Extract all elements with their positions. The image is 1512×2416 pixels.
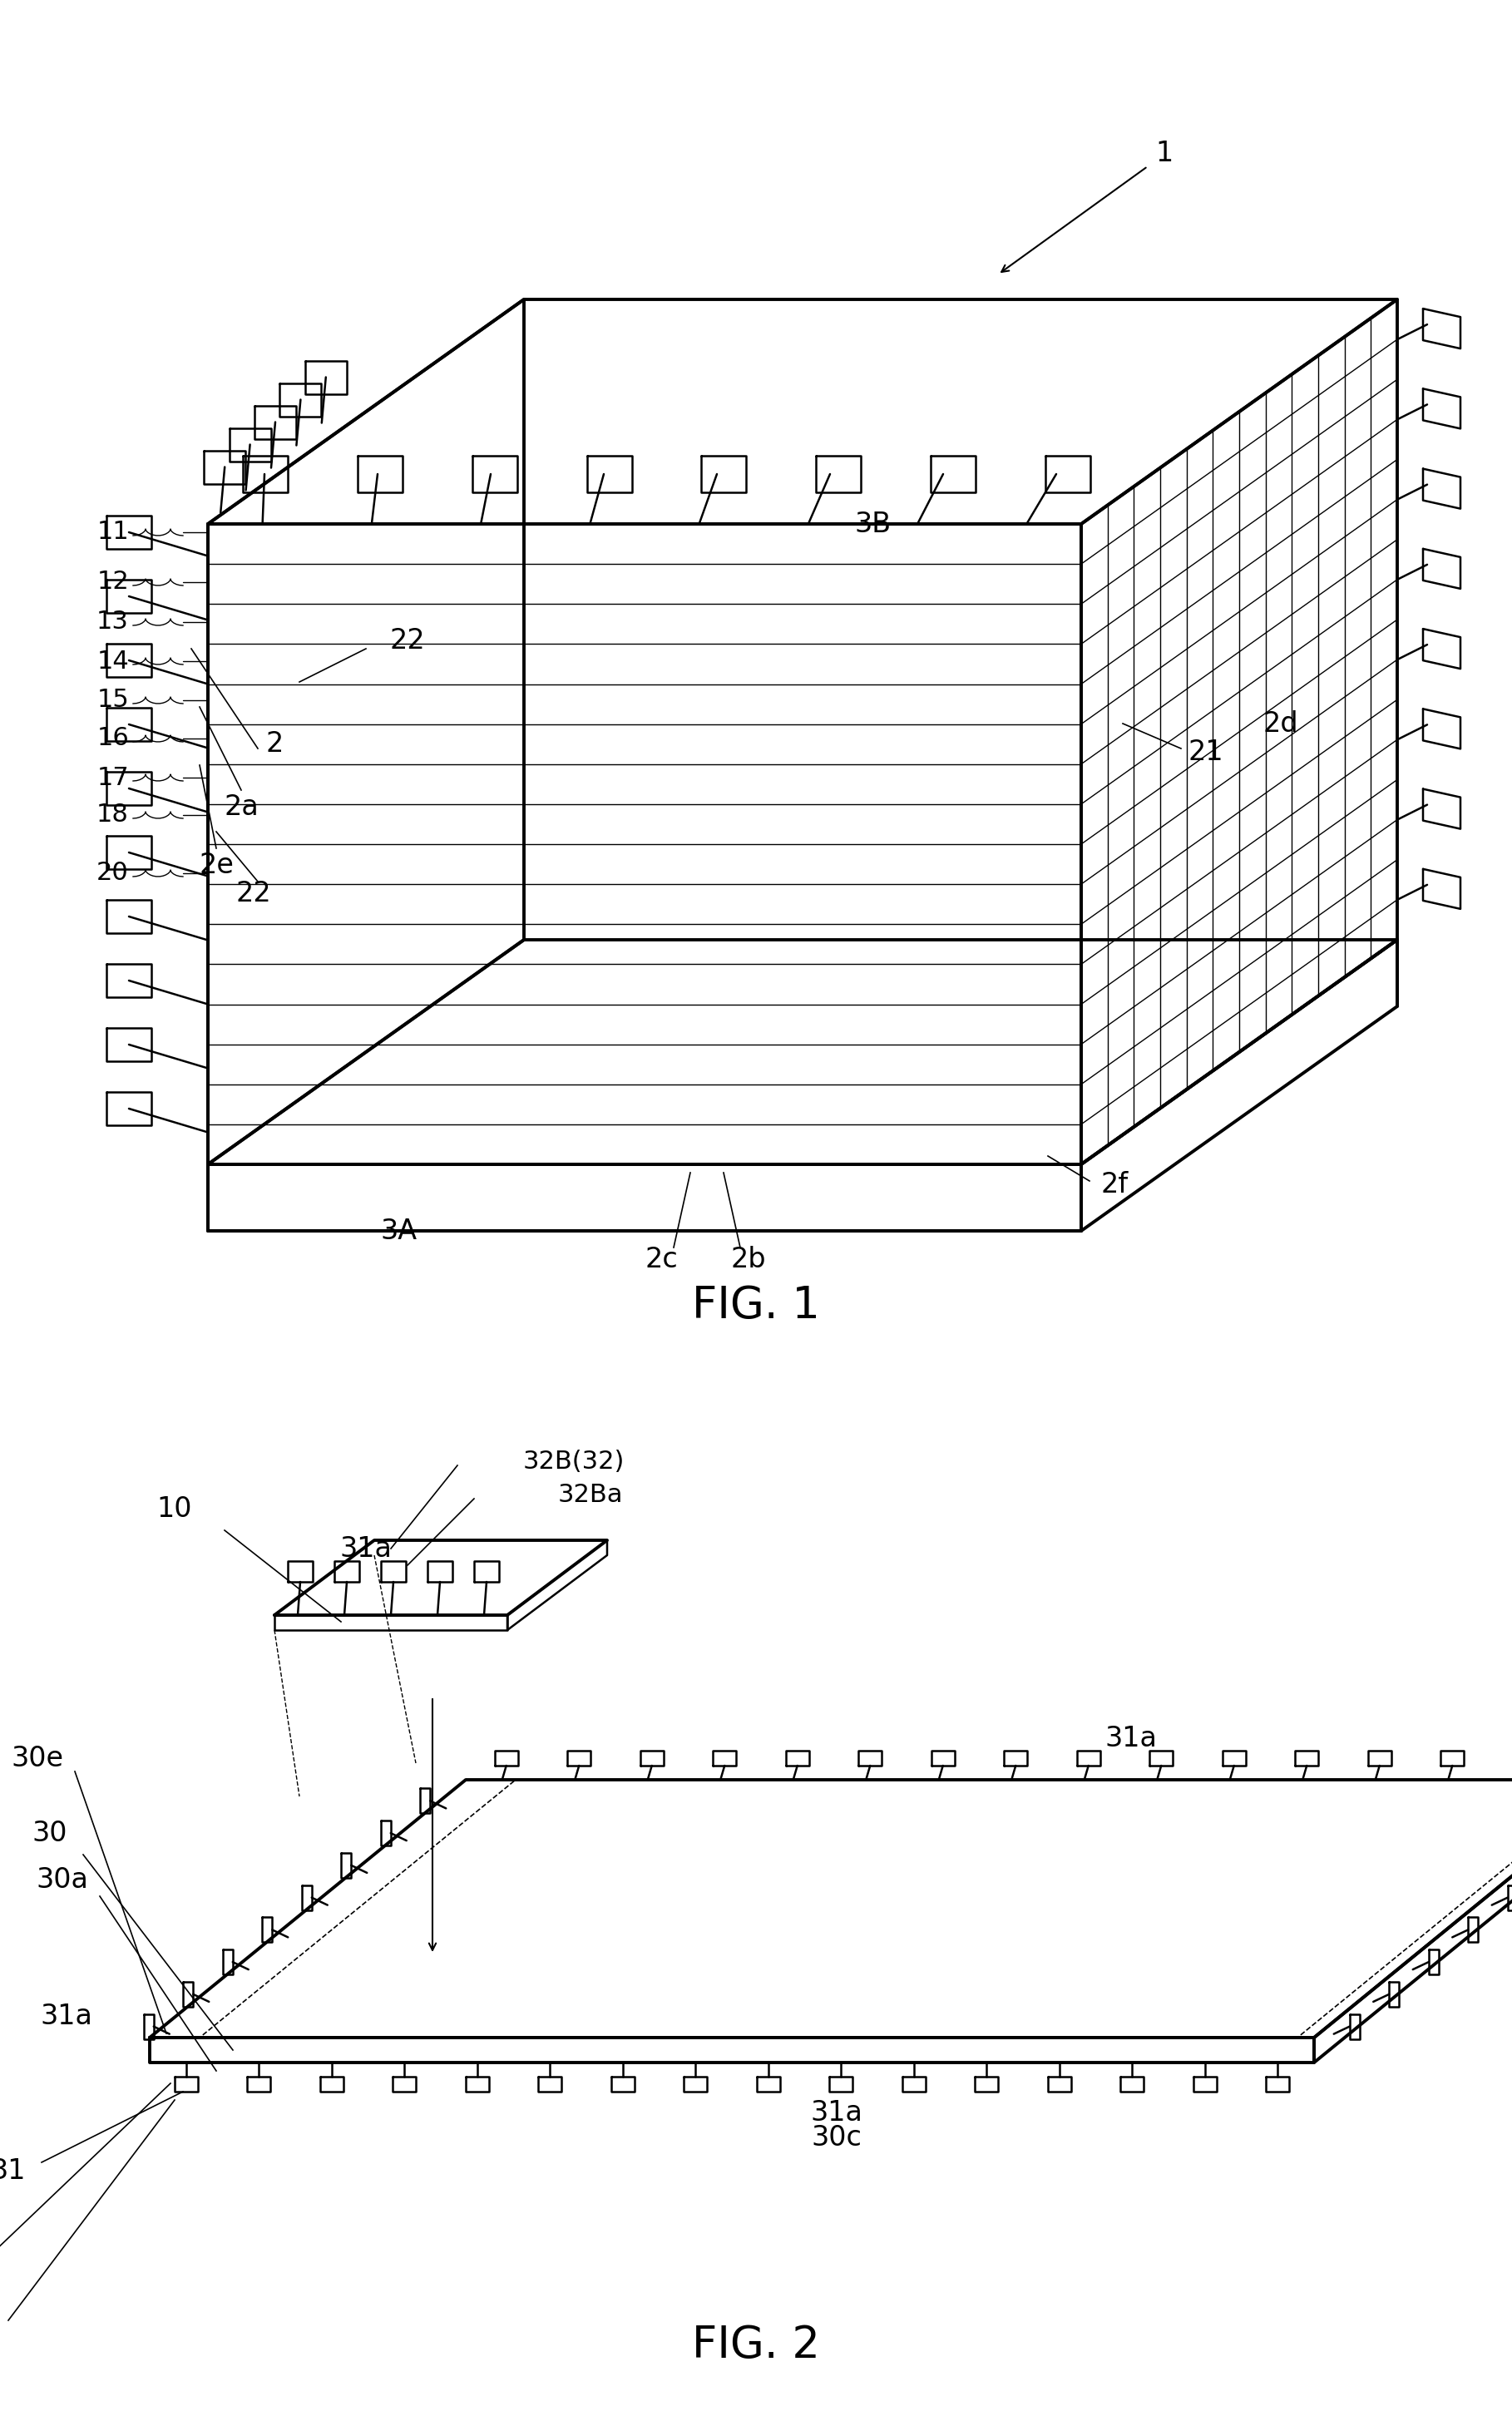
Text: 18: 18 <box>97 802 129 826</box>
Text: 11: 11 <box>97 519 129 544</box>
Text: 13: 13 <box>97 609 129 633</box>
Text: 15: 15 <box>97 689 129 713</box>
Text: 2a: 2a <box>224 792 259 821</box>
Text: 2d: 2d <box>1263 710 1299 737</box>
Text: 10: 10 <box>157 1496 192 1522</box>
Text: 30c: 30c <box>812 2124 862 2150</box>
Text: 31: 31 <box>0 2157 26 2184</box>
Text: 2b: 2b <box>730 1247 767 1273</box>
Text: 12: 12 <box>97 570 129 594</box>
Text: 31a: 31a <box>340 1534 392 1563</box>
Text: 22: 22 <box>236 879 272 908</box>
Text: 22: 22 <box>390 626 425 655</box>
Text: 2e: 2e <box>198 850 234 879</box>
Text: 32Ba: 32Ba <box>558 1483 623 1508</box>
Text: 31a: 31a <box>810 2100 863 2126</box>
Text: FIG. 1: FIG. 1 <box>692 1283 820 1326</box>
Text: 14: 14 <box>97 650 129 674</box>
Text: 30a: 30a <box>36 1865 89 1894</box>
Text: 2c: 2c <box>644 1247 677 1273</box>
Text: 3B: 3B <box>854 510 892 539</box>
Text: 21: 21 <box>1188 739 1223 766</box>
Text: 3A: 3A <box>381 1218 417 1244</box>
Text: 31a: 31a <box>1105 1725 1157 1752</box>
Text: FIG. 2: FIG. 2 <box>692 2324 820 2368</box>
Text: 1: 1 <box>1155 140 1173 167</box>
Text: 30e: 30e <box>11 1744 64 1773</box>
Text: 30: 30 <box>32 1819 68 1848</box>
Text: 17: 17 <box>97 766 129 790</box>
Text: 31a: 31a <box>41 2003 92 2029</box>
Text: 2: 2 <box>266 730 283 759</box>
Text: 2f: 2f <box>1101 1172 1128 1198</box>
Text: 20: 20 <box>97 860 129 884</box>
Text: 32B(32): 32B(32) <box>523 1450 624 1474</box>
Text: 16: 16 <box>97 727 129 751</box>
